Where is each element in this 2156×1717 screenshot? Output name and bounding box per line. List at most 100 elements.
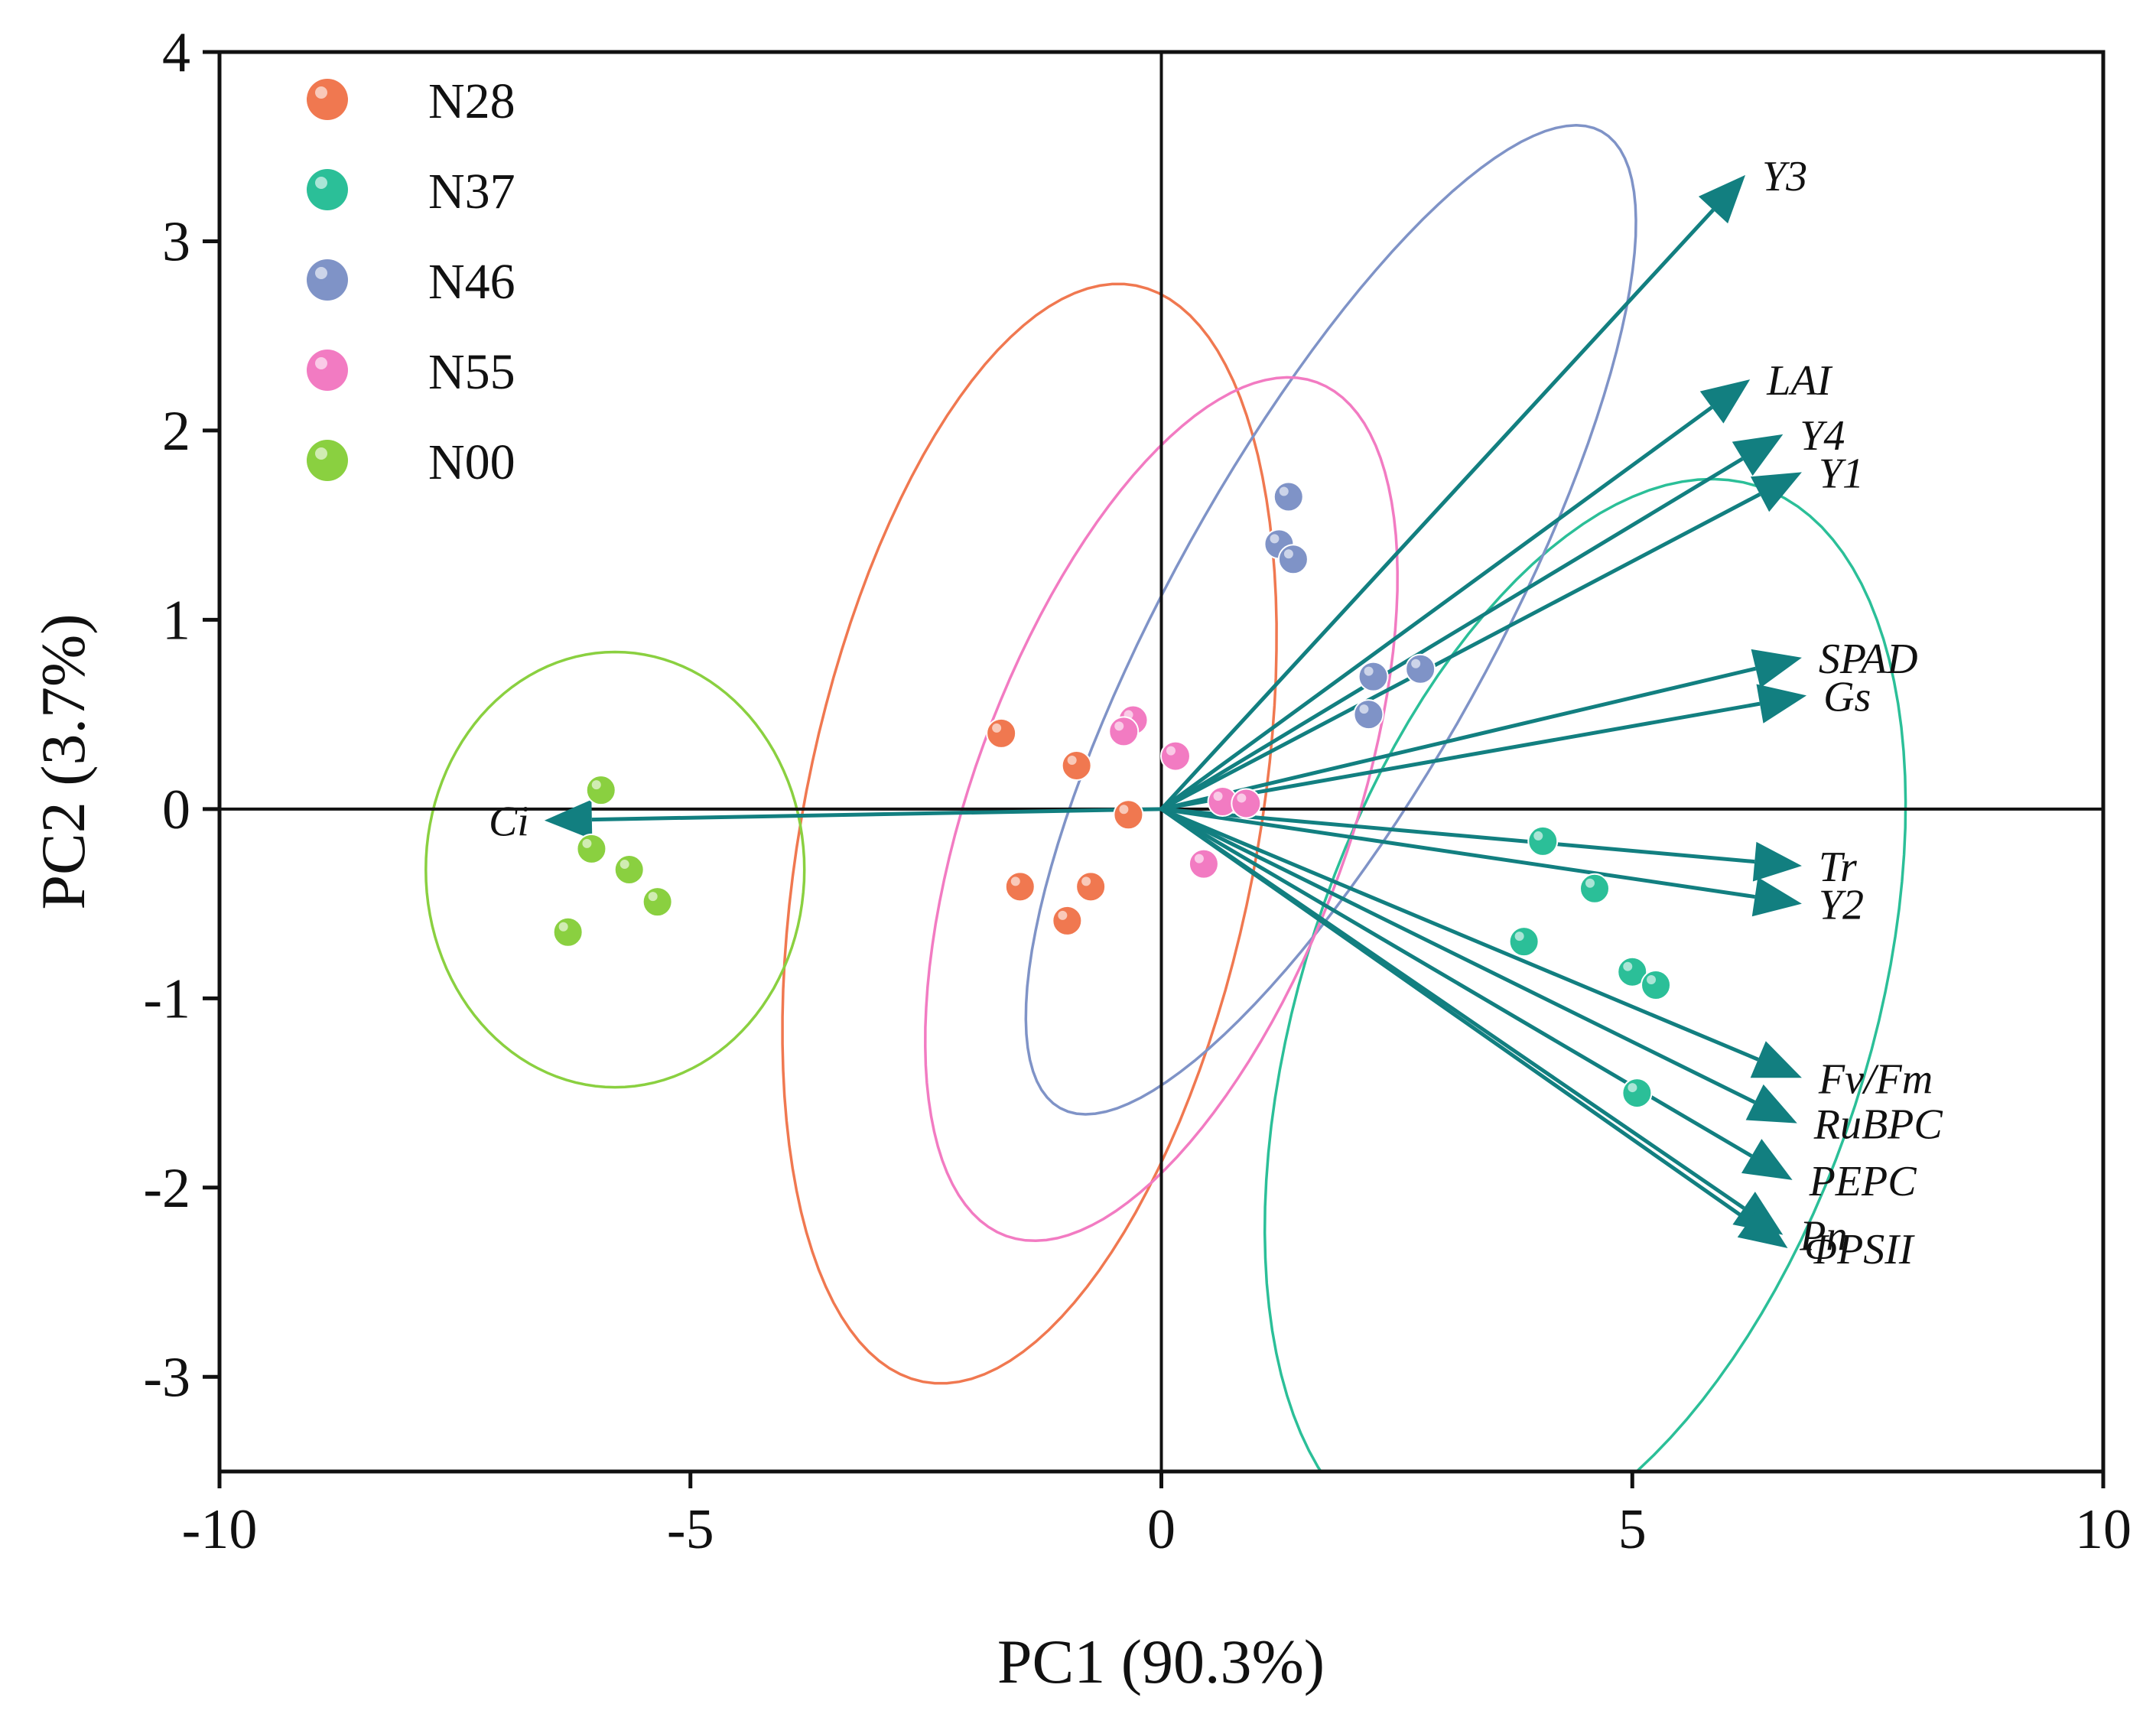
point-highlight bbox=[1279, 486, 1289, 496]
loading-arrow-psii bbox=[1160, 807, 1751, 1223]
loading-arrowhead-tr bbox=[1752, 841, 1802, 882]
loading-arrowhead-fvfm bbox=[1750, 1041, 1802, 1078]
y-tick-label: 3 bbox=[162, 210, 190, 273]
loading-arrowhead-y3 bbox=[1698, 174, 1746, 224]
loading-arrowhead-gs bbox=[1756, 684, 1807, 724]
loading-label-lai: LAI bbox=[1766, 357, 1832, 405]
point-highlight bbox=[1213, 791, 1223, 801]
point-highlight bbox=[1237, 793, 1247, 803]
point-highlight bbox=[1119, 805, 1129, 815]
point-n55 bbox=[1231, 788, 1262, 819]
point-highlight bbox=[1533, 831, 1543, 841]
point-highlight bbox=[1628, 1083, 1637, 1093]
point-n46 bbox=[1273, 481, 1304, 512]
x-tick-label: -10 bbox=[182, 1498, 258, 1561]
ellipse-n00 bbox=[424, 650, 806, 1089]
loading-label-rubpc: RuBPC bbox=[1813, 1101, 1943, 1149]
point-highlight bbox=[1194, 854, 1204, 863]
loading-arrow-fvfm bbox=[1160, 807, 1759, 1062]
ellipse-n37 bbox=[1263, 477, 1907, 1471]
point-n37 bbox=[1508, 926, 1540, 958]
point-highlight bbox=[1058, 910, 1068, 920]
loading-label-pn: Pn bbox=[1799, 1213, 1847, 1260]
point-highlight bbox=[992, 723, 1002, 733]
loading-arrow-spad bbox=[1160, 666, 1757, 811]
point-highlight bbox=[1514, 932, 1524, 941]
loading-arrowhead-y4 bbox=[1732, 434, 1784, 476]
point-n46 bbox=[1358, 661, 1389, 692]
point-highlight bbox=[1166, 746, 1176, 756]
point-highlight bbox=[1364, 666, 1374, 676]
legend-label-n28: N28 bbox=[428, 73, 515, 129]
loading-label-pepc: PEPC bbox=[1809, 1158, 1917, 1205]
point-n46 bbox=[1277, 544, 1309, 575]
x-tick-label: 10 bbox=[2075, 1498, 2132, 1561]
x-tick-label: 5 bbox=[1618, 1498, 1647, 1561]
y-tick-label: 4 bbox=[162, 21, 190, 84]
point-n00 bbox=[585, 775, 616, 806]
legend-label-n00: N00 bbox=[428, 434, 515, 490]
y-tick-label: 1 bbox=[162, 589, 190, 652]
legend: N28 N37 N46 N55 N00 bbox=[307, 73, 515, 490]
legend-marker-highlight bbox=[315, 86, 327, 99]
confidence-ellipses bbox=[424, 124, 1907, 1471]
point-highlight bbox=[1114, 721, 1124, 731]
legend-label-n55: N55 bbox=[428, 344, 515, 400]
point-n55 bbox=[1159, 740, 1191, 772]
point-highlight bbox=[1647, 975, 1657, 985]
point-highlight bbox=[1010, 876, 1020, 886]
point-highlight bbox=[1081, 876, 1091, 886]
loading-arrow-y1 bbox=[1160, 493, 1761, 811]
loading-arrow-tr bbox=[1161, 807, 1755, 864]
point-n28 bbox=[1113, 799, 1144, 831]
y-axis-title: PC2 (3.7%) bbox=[28, 613, 98, 909]
loading-arrowhead-lai bbox=[1699, 379, 1751, 424]
point-n28 bbox=[1004, 871, 1036, 902]
point-n00 bbox=[552, 916, 584, 948]
ellipse-n28 bbox=[781, 282, 1278, 1385]
y-tick-label: -3 bbox=[143, 1346, 190, 1409]
legend-label-n37: N37 bbox=[428, 164, 515, 220]
x-tick-label: -5 bbox=[667, 1498, 714, 1561]
point-n55 bbox=[1108, 716, 1140, 747]
loading-label-y1: Y1 bbox=[1819, 450, 1864, 497]
point-n55 bbox=[1188, 848, 1219, 880]
loading-label-y4: Y4 bbox=[1800, 412, 1845, 460]
point-highlight bbox=[582, 838, 592, 848]
legend-marker-n28 bbox=[307, 79, 348, 120]
point-n37 bbox=[1527, 825, 1559, 857]
loading-arrowhead-spad bbox=[1751, 649, 1802, 688]
loading-label-y2: Y2 bbox=[1819, 882, 1864, 929]
loading-label-psii: ΦPSII bbox=[1804, 1226, 1914, 1273]
point-n46 bbox=[1405, 653, 1436, 685]
x-axis-title: PC1 (90.3%) bbox=[997, 1627, 1325, 1696]
legend-marker-highlight bbox=[315, 177, 327, 189]
score-points bbox=[552, 481, 1672, 1109]
point-highlight bbox=[619, 860, 629, 870]
y-tick-label: -1 bbox=[143, 967, 190, 1030]
point-highlight bbox=[648, 892, 658, 902]
loading-arrow-gs bbox=[1161, 701, 1761, 811]
point-highlight bbox=[1067, 755, 1077, 765]
point-n00 bbox=[642, 886, 673, 918]
loading-arrow-lai bbox=[1160, 405, 1713, 811]
point-n37 bbox=[1621, 1078, 1653, 1109]
point-n00 bbox=[576, 833, 607, 864]
loading-arrow-pepc bbox=[1160, 807, 1753, 1158]
loading-arrowhead-pepc bbox=[1741, 1139, 1793, 1180]
legend-marker-highlight bbox=[315, 357, 327, 369]
x-tick-label: 0 bbox=[1147, 1498, 1176, 1561]
point-highlight bbox=[591, 780, 601, 790]
point-n46 bbox=[1353, 699, 1384, 730]
loading-arrowhead-rubpc bbox=[1745, 1084, 1797, 1124]
loading-arrow-ci bbox=[591, 807, 1162, 822]
loading-arrow-rubpc bbox=[1160, 807, 1756, 1104]
point-n28 bbox=[1052, 905, 1083, 936]
loading-arrow-y4 bbox=[1160, 457, 1744, 811]
point-highlight bbox=[1359, 704, 1369, 714]
y-tick-label: -2 bbox=[143, 1157, 190, 1220]
loading-label-tr: Tr bbox=[1819, 844, 1857, 891]
